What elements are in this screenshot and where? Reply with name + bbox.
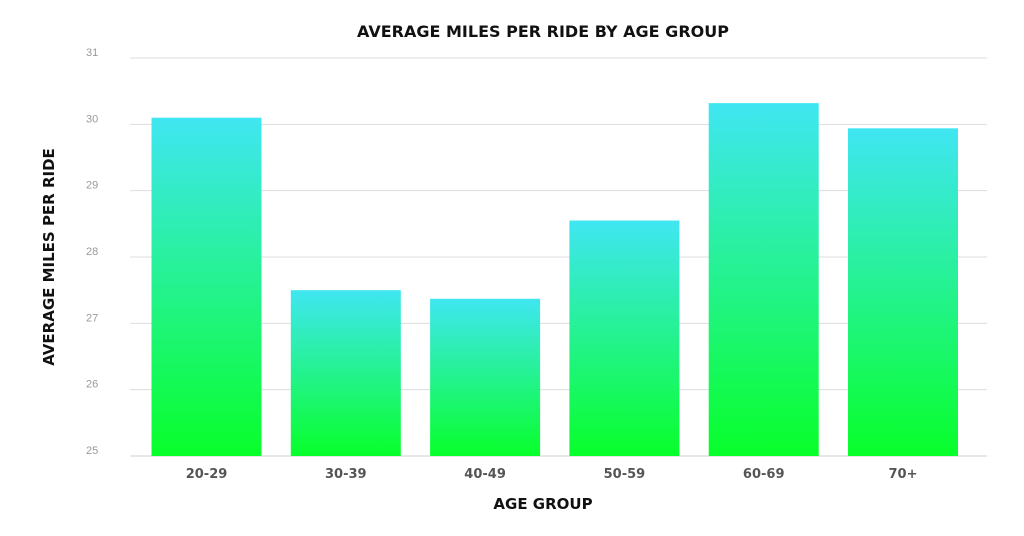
- x-tick-label: 30-39: [325, 467, 367, 482]
- x-axis-ticks: 20-29 30-39 40-49 50-59 60-69 70+: [186, 467, 918, 482]
- x-tick-label: 50-59: [604, 467, 646, 482]
- y-tick-label: 25: [86, 445, 98, 457]
- bar-70+: [848, 128, 958, 456]
- x-axis-title: AGE GROUP: [493, 495, 592, 513]
- bars-layer: [151, 103, 958, 457]
- y-tick-label: 27: [86, 312, 98, 324]
- x-tick-label: 70+: [889, 467, 918, 482]
- y-axis-title: AVERAGE MILES PER RIDE: [40, 148, 58, 366]
- y-tick-label: 30: [86, 113, 98, 125]
- y-tick-label: 29: [86, 180, 98, 192]
- chart-title: AVERAGE MILES PER RIDE BY AGE GROUP: [357, 22, 729, 41]
- bar-60-69: [708, 103, 819, 457]
- bar-40-49: [430, 298, 541, 456]
- y-tick-label: 31: [86, 47, 98, 59]
- bar-30-39: [290, 290, 401, 456]
- x-tick-label: 40-49: [464, 467, 506, 482]
- x-tick-label: 60-69: [743, 467, 785, 482]
- grid-layer: [130, 57, 987, 457]
- bar-20-29: [151, 117, 262, 456]
- y-axis-ticks: 25 26 27 28 29 30 31: [86, 47, 98, 457]
- bar-50-59: [569, 220, 680, 456]
- x-tick-label: 20-29: [186, 467, 228, 482]
- y-tick-label: 28: [86, 246, 98, 258]
- y-tick-label: 26: [86, 379, 98, 391]
